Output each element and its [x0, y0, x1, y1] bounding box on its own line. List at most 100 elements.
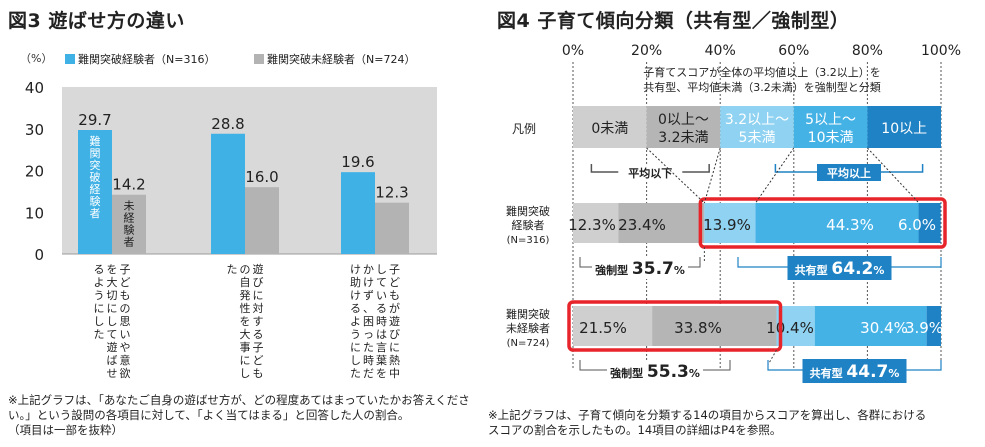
bar-inexperienced [245, 187, 279, 254]
category-label-char: け [350, 263, 361, 276]
stacked-segment [573, 203, 619, 243]
legend-label: 難関突破経験者（N=316） [78, 52, 215, 66]
category-label-char: や [120, 341, 131, 354]
total-type-word: 強制型 [610, 366, 647, 380]
category-label-char: っ [363, 328, 374, 341]
legend-row-label: 凡例 [512, 122, 536, 136]
total-type-word: 強制型 [595, 263, 632, 277]
category-label-char: 遊 [389, 314, 400, 328]
y-tick-label: 10 [25, 204, 44, 222]
bar-value-label: 12.3 [375, 184, 408, 202]
x-tick-label: 20% [631, 43, 662, 59]
category-label-char: 大 [240, 327, 251, 341]
x-tick-label: 100% [921, 43, 961, 59]
category-label-char: た [363, 341, 374, 354]
segment-value-label: 44.3% [826, 216, 874, 234]
category-label-char: よ [94, 276, 105, 289]
row-category-label: 未経験者 [506, 321, 550, 335]
stacked-segment [926, 306, 941, 346]
category-label-char: を [376, 367, 387, 380]
description-line: 子育てスコアが全体の平均値以上（3.2以上）を [643, 65, 881, 79]
bracket-badge [817, 164, 881, 181]
category-label-char: る [350, 302, 361, 315]
category-label-char: の [120, 302, 131, 315]
bracket-label: 平均以下 [628, 166, 672, 180]
connector-line [755, 147, 795, 204]
total-unit: % [873, 264, 884, 277]
category-label-char: し [350, 354, 361, 367]
category-label-char: 助 [350, 275, 361, 289]
bar-experienced [341, 172, 375, 254]
category-label-char: に [107, 302, 118, 315]
total-unit: % [689, 367, 700, 380]
category-label-char: て [376, 276, 387, 289]
category-label-char: 大 [107, 275, 118, 289]
stacked-segment [776, 306, 815, 346]
legend-box-text: 10未満 [808, 130, 854, 146]
stacked-segment [918, 203, 941, 243]
figure4-title: 図4 子育て傾向分類（共有型／強制型） [497, 10, 850, 32]
total-value: 64.2 [831, 259, 873, 279]
segment-value-label: 21.5% [579, 319, 627, 337]
category-label-char: 遊 [107, 340, 118, 354]
legend-box-text: 10以上 [881, 121, 927, 137]
legend-box-text: 3.2未満 [658, 130, 708, 146]
bar-value-label: 28.8 [211, 115, 244, 133]
total-label-shared: 共有型 64.2% [795, 259, 885, 279]
segment-value-label: 10.4% [766, 319, 814, 337]
legend-box-text: 0以上～ [658, 112, 709, 128]
legend-box-text: 5以上～ [805, 112, 856, 128]
segment-value-label: 12.3% [568, 216, 616, 234]
bar-inner-label-char: 経 [90, 183, 101, 196]
category-label-char: び [253, 276, 264, 289]
total-value: 55.3 [647, 362, 689, 382]
category-label-char: に [389, 341, 400, 354]
total-type-word: 共有型 [795, 263, 832, 277]
category-label-char: 遊 [253, 262, 264, 276]
total-label-forced: 強制型 35.7% [595, 259, 685, 279]
description-line: 共有型、平均値未満（3.2未満）を強制型と分類 [643, 80, 881, 94]
segment-value-label: 6.0% [898, 216, 936, 234]
category-label-char: し [240, 367, 251, 380]
category-label-char: び [389, 328, 400, 341]
category-label-char: も [389, 289, 400, 302]
x-tick-label: 80% [852, 43, 883, 59]
category-label-char: る [376, 302, 387, 315]
stacked-segment [704, 203, 756, 243]
total-badge-forced [592, 257, 688, 279]
bracket-badge [618, 164, 683, 181]
total-label-shared: 共有型 44.7% [810, 362, 900, 382]
connector-line [768, 349, 777, 365]
category-label-char: を [240, 315, 251, 328]
connector-line [703, 147, 721, 204]
segment-value-label: 33.8% [674, 319, 722, 337]
legend-swatch [65, 54, 75, 64]
category-label-char: を [107, 263, 118, 276]
x-tick-label: 40% [705, 43, 736, 59]
category-label-char: 欲 [120, 366, 131, 380]
total-badge-forced [607, 360, 703, 382]
y-tick-label: 0 [34, 246, 44, 264]
category-label-char: 切 [107, 289, 118, 302]
legend-box-text: 0未満 [591, 121, 628, 137]
category-label-char: た [350, 367, 361, 380]
connector-line [646, 147, 705, 204]
category-label-char: 時 [363, 354, 374, 367]
category-label-char: ど [120, 276, 131, 289]
category-label-char: 子 [253, 341, 264, 354]
segment-value-label: 30.4% [860, 319, 908, 337]
bar-inner-label-char: 関 [90, 147, 101, 160]
bar-experienced [78, 130, 112, 254]
category-label-char: ど [253, 354, 264, 367]
bar-inner-label: 難関突破経験者 [90, 135, 101, 220]
stacked-segment [573, 306, 653, 346]
category-label-char: ば [107, 354, 118, 367]
stacked-segment [652, 306, 777, 346]
segment-value-label: 23.4% [618, 216, 666, 234]
category-label-char: 発 [240, 288, 251, 302]
category-label-char: 熱 [389, 354, 400, 367]
